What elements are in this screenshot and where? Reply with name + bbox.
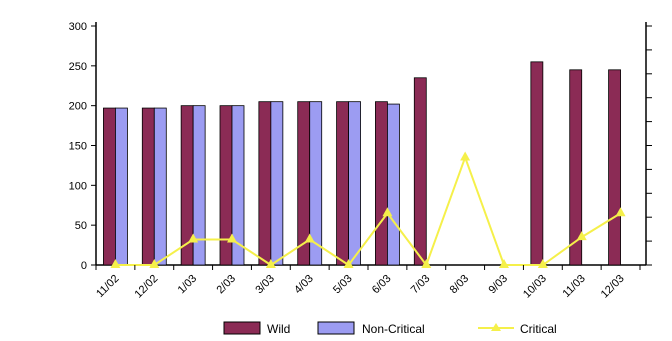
x-tick-label: 2/03 xyxy=(214,273,238,297)
legend-label-wild: Wild xyxy=(267,322,290,336)
legend-label-non-critical: Non-Critical xyxy=(362,322,425,336)
point-critical xyxy=(227,233,237,243)
bar-non-critical xyxy=(270,101,284,266)
x-tick-label: 8/03 xyxy=(448,273,472,297)
y-tick-label: 0 xyxy=(81,260,87,272)
x-tick-label: 4/03 xyxy=(292,273,316,297)
legend-swatch-non-critical xyxy=(317,321,355,335)
x-tick-label: 3/03 xyxy=(253,273,277,297)
legend-swatch-wild xyxy=(223,321,261,335)
y-tick-label: 250 xyxy=(69,61,87,73)
point-critical xyxy=(537,259,548,268)
point-critical xyxy=(149,259,160,268)
point-critical xyxy=(576,231,587,241)
legend-marker-critical xyxy=(491,323,501,331)
bar-wild xyxy=(258,101,272,266)
point-critical xyxy=(304,233,315,243)
y-tick-label: 200 xyxy=(69,101,87,113)
x-tick-label: 1/03 xyxy=(176,273,200,297)
bar-non-critical xyxy=(192,105,206,266)
line-critical xyxy=(115,154,622,268)
x-tick-label: 7/03 xyxy=(409,273,433,297)
point-critical xyxy=(460,151,471,161)
bar-wild xyxy=(375,101,388,266)
x-tick-label: 12/03 xyxy=(599,273,627,301)
point-critical xyxy=(265,259,276,268)
bar-non-critical xyxy=(387,103,400,266)
bar-non-critical xyxy=(231,105,245,266)
point-critical xyxy=(343,259,354,268)
bar-non-critical xyxy=(153,107,167,266)
point-critical xyxy=(382,207,393,217)
point-critical xyxy=(188,233,199,243)
bar-wild xyxy=(141,107,155,266)
x-tick-label: 5/03 xyxy=(331,273,355,297)
x-tick-label: 10/03 xyxy=(521,273,549,301)
bar-wild xyxy=(103,107,116,266)
legend-label-critical: Critical xyxy=(520,322,557,336)
y-tick-label: 50 xyxy=(75,220,87,232)
bar-non-critical xyxy=(309,101,323,266)
bar-wild xyxy=(336,101,349,266)
point-critical xyxy=(110,259,121,268)
point-critical xyxy=(421,259,432,268)
bar-non-critical xyxy=(115,107,128,266)
bar-wild xyxy=(413,77,427,266)
bar-wild xyxy=(530,61,544,266)
bar-non-critical xyxy=(348,101,361,266)
x-tick-label: 9/03 xyxy=(486,273,510,297)
x-tick-label: 11/03 xyxy=(560,273,587,300)
bar-wild xyxy=(608,69,621,266)
x-tick-label: 6/03 xyxy=(370,273,394,297)
bar-wild xyxy=(569,69,583,266)
point-critical xyxy=(615,207,626,217)
point-critical xyxy=(499,259,509,268)
y-tick-label: 100 xyxy=(69,180,87,192)
legend: Wild Non-Critical Critical xyxy=(223,321,557,336)
x-tick-label: 11/02 xyxy=(94,273,121,300)
y-tick-label: 300 xyxy=(69,21,87,33)
y-tick-label: 150 xyxy=(69,141,87,153)
x-tick-label: 12/02 xyxy=(132,273,160,301)
